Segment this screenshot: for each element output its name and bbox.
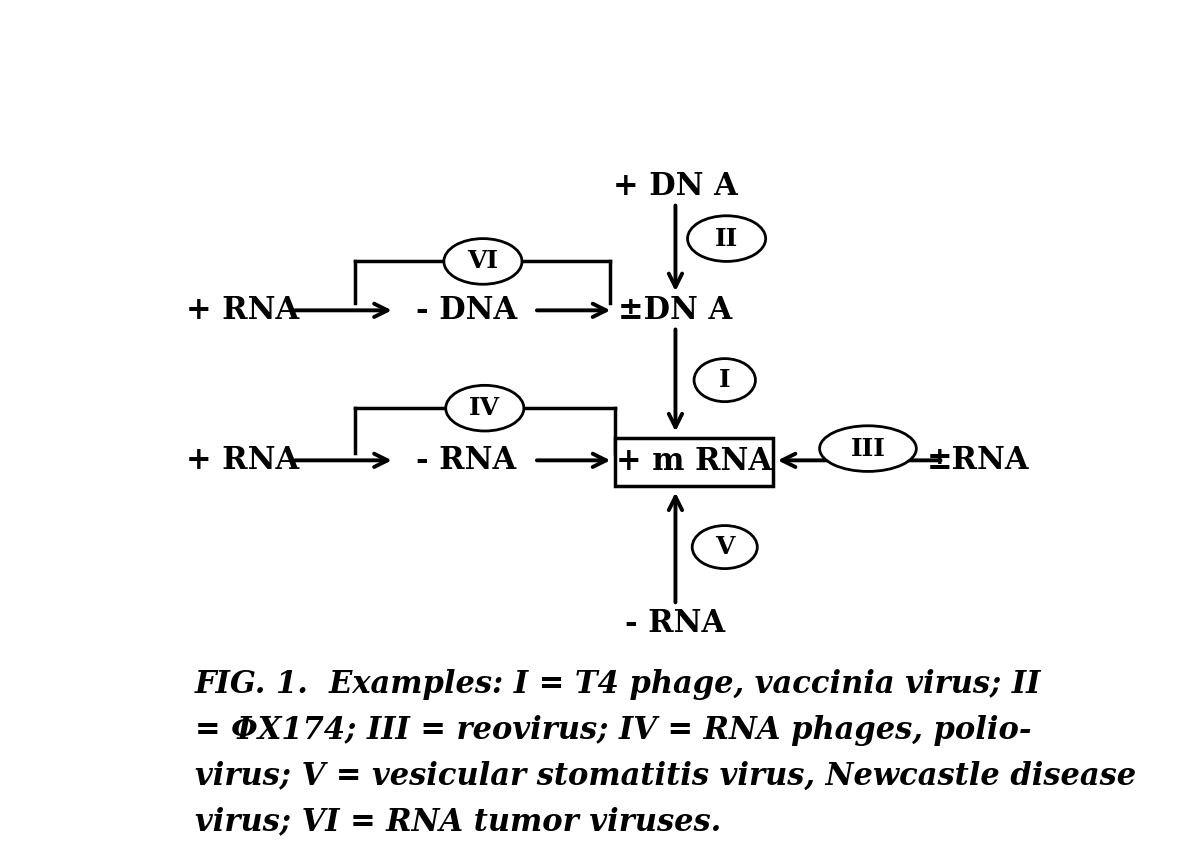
Text: III: III (851, 436, 886, 461)
Ellipse shape (692, 525, 757, 568)
Text: + RNA: + RNA (186, 295, 300, 326)
Text: virus; V = vesicular stomatitis virus, Newcastle disease: virus; V = vesicular stomatitis virus, N… (194, 761, 1135, 791)
Text: FIG. 1.  Examples: I = T4 phage, vaccinia virus; II: FIG. 1. Examples: I = T4 phage, vaccinia… (194, 669, 1042, 700)
Text: V: V (715, 535, 734, 559)
Text: I: I (719, 368, 731, 392)
Text: IV: IV (469, 396, 500, 420)
FancyBboxPatch shape (616, 438, 773, 486)
Text: - DNA: - DNA (415, 295, 517, 326)
Text: VI: VI (468, 249, 498, 274)
Ellipse shape (688, 216, 766, 262)
Text: + DN A: + DN A (613, 171, 738, 202)
Ellipse shape (820, 426, 917, 472)
Text: ±DN A: ±DN A (618, 295, 732, 326)
Text: virus; VI = RNA tumor viruses.: virus; VI = RNA tumor viruses. (194, 806, 721, 837)
Text: II: II (715, 227, 738, 251)
Ellipse shape (444, 239, 522, 285)
Text: ±RNA: ±RNA (926, 445, 1028, 476)
Text: - RNA: - RNA (625, 608, 726, 639)
Text: + RNA: + RNA (186, 445, 300, 476)
Text: - RNA: - RNA (416, 445, 516, 476)
Text: + m RNA: + m RNA (616, 446, 772, 478)
Text: = ΦX174; III = reovirus; IV = RNA phages, polio-: = ΦX174; III = reovirus; IV = RNA phages… (194, 715, 1031, 745)
Ellipse shape (445, 385, 524, 431)
Ellipse shape (694, 358, 756, 401)
